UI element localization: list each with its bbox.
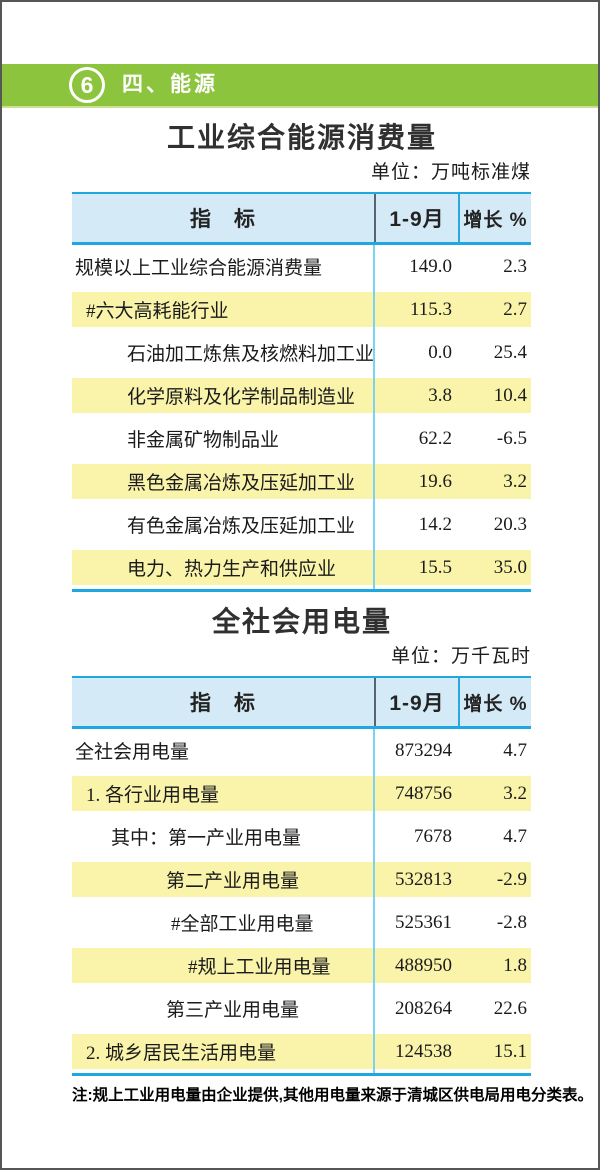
table-title: 全社会用电量 — [211, 606, 392, 637]
section-header-bar: 6 四、能源 — [2, 64, 598, 108]
table-row: 非金属矿物制品业 62.2 -6.5 — [72, 417, 531, 460]
row-growth-value: -2.8 — [496, 911, 527, 933]
row-growth-value: 4.7 — [503, 739, 527, 761]
row-period-value: 208264 — [395, 997, 452, 1019]
row-period-value: 873294 — [395, 739, 452, 761]
row-growth-value: 20.3 — [493, 513, 527, 535]
row-growth-value: -6.5 — [496, 427, 527, 449]
column-header-period: 1-9月 — [374, 678, 458, 726]
row-period-value: 0.0 — [428, 341, 452, 363]
table-row: 2. 城乡居民生活用电量 124538 15.1 — [72, 1030, 531, 1073]
page-number-badge: 6 — [69, 67, 105, 103]
row-indicator-label: 第二产业用电量 — [166, 871, 300, 892]
table-row: 化学原料及化学制品制造业 3.8 10.4 — [72, 374, 531, 417]
row-period-value: 748756 — [395, 782, 452, 804]
table-row: 电力、热力生产和供应业 15.5 35.0 — [72, 546, 531, 589]
unit-label: 单位：万千瓦时 — [390, 646, 531, 667]
table-row: 有色金属冶炼及压延加工业 14.2 20.3 — [72, 503, 531, 546]
row-indicator-label: #规上工业用电量 — [188, 957, 331, 978]
row-indicator-label: 规模以上工业综合能源消费量 — [75, 258, 323, 279]
row-growth-value: 2.3 — [503, 255, 527, 277]
row-indicator-label: 其中：第一产业用电量 — [111, 828, 302, 849]
row-growth-value: 3.2 — [503, 470, 527, 492]
row-indicator-label: #全部工业用电量 — [171, 914, 314, 935]
row-indicator-label: 化学原料及化学制品制造业 — [127, 387, 356, 408]
column-header-growth: 增长 % — [458, 678, 531, 726]
page-number: 6 — [80, 71, 94, 98]
column-header-indicator: 指 标 — [190, 692, 256, 715]
row-indicator-label: 2. 城乡居民生活用电量 — [86, 1043, 277, 1064]
row-period-value: 62.2 — [418, 427, 452, 449]
table-row: 其中：第一产业用电量 7678 4.7 — [72, 815, 531, 858]
row-period-value: 149.0 — [409, 255, 452, 277]
column-header-period: 1-9月 — [374, 194, 458, 242]
row-indicator-label: 黑色金属冶炼及压延加工业 — [127, 473, 356, 494]
table-body: 全社会用电量 873294 4.7 1. 各行业用电量 748756 3.2 其中：第一产业… — [72, 729, 531, 1073]
table-row: #规上工业用电量 488950 1.8 — [72, 944, 531, 987]
row-period-value: 115.3 — [409, 298, 452, 320]
row-indicator-label: 第三产业用电量 — [166, 1000, 300, 1021]
energy-consumption-table: 指 标 1-9月 增长 % 规模以上工业综合能源消费量 149.0 2.3 #六大高耗… — [72, 192, 531, 592]
row-growth-value: 15.1 — [493, 1040, 527, 1062]
table-header-row: 指 标 1-9月 增长 % — [72, 194, 531, 245]
footnote: 注:规上工业用电量由企业提供,其他用电量来源于清城区供电局用电分类表。 — [72, 1087, 593, 1104]
table-header-row: 指 标 1-9月 增长 % — [72, 678, 531, 729]
row-period-value: 124538 — [395, 1040, 452, 1062]
table-row: 第三产业用电量 208264 22.6 — [72, 987, 531, 1030]
column-header-indicator: 指 标 — [190, 208, 256, 231]
table-title: 工业综合能源消费量 — [166, 122, 437, 153]
table-row: 规模以上工业综合能源消费量 149.0 2.3 — [72, 245, 531, 288]
row-indicator-label: 电力、热力生产和供应业 — [127, 559, 337, 580]
row-period-value: 3.8 — [428, 384, 452, 406]
row-period-value: 488950 — [395, 954, 452, 976]
row-growth-value: -2.9 — [496, 868, 527, 890]
row-growth-value: 35.0 — [493, 556, 527, 578]
table-row: 黑色金属冶炼及压延加工业 19.6 3.2 — [72, 460, 531, 503]
table-row: #六大高耗能行业 115.3 2.7 — [72, 288, 531, 331]
row-growth-value: 1.8 — [503, 954, 527, 976]
row-indicator-label: 石油加工炼焦及核燃料加工业 — [127, 344, 375, 365]
row-period-value: 7678 — [414, 825, 452, 847]
row-period-value: 14.2 — [418, 513, 452, 535]
row-indicator-label: 有色金属冶炼及压延加工业 — [127, 516, 356, 537]
energy-consumption-section: 工业综合能源消费量 单位：万吨标准煤 指 标 1-9月 增长 % 规模以上工业综… — [2, 116, 598, 592]
table-row: 石油加工炼焦及核燃料加工业 0.0 25.4 — [72, 331, 531, 374]
row-indicator-label: 全社会用电量 — [75, 742, 190, 763]
row-indicator-label: 1. 各行业用电量 — [86, 785, 220, 806]
row-period-value: 525361 — [395, 911, 452, 933]
row-period-value: 19.6 — [418, 470, 452, 492]
row-growth-value: 3.2 — [503, 782, 527, 804]
table-row: #全部工业用电量 525361 -2.8 — [72, 901, 531, 944]
row-growth-value: 25.4 — [493, 341, 527, 363]
electricity-consumption-section: 全社会用电量 单位：万千瓦时 指 标 1-9月 增长 % 全社会用电量 87329… — [2, 600, 598, 1076]
section-title: 四、能源 — [122, 73, 218, 96]
row-period-value: 15.5 — [418, 556, 452, 578]
row-growth-value: 10.4 — [493, 384, 527, 406]
row-indicator-label: 非金属矿物制品业 — [127, 430, 280, 451]
row-growth-value: 22.6 — [493, 997, 527, 1019]
column-header-growth: 增长 % — [458, 194, 531, 242]
table-row: 1. 各行业用电量 748756 3.2 — [72, 772, 531, 815]
row-period-value: 532813 — [395, 868, 452, 890]
table-row: 全社会用电量 873294 4.7 — [72, 729, 531, 772]
row-indicator-label: #六大高耗能行业 — [86, 301, 229, 322]
electricity-consumption-table: 指 标 1-9月 增长 % 全社会用电量 873294 4.7 1. 各行业用电量 74… — [72, 676, 531, 1076]
unit-label: 单位：万吨标准煤 — [370, 162, 531, 183]
row-growth-value: 4.7 — [503, 825, 527, 847]
table-row: 第二产业用电量 532813 -2.9 — [72, 858, 531, 901]
row-growth-value: 2.7 — [503, 298, 527, 320]
table-body: 规模以上工业综合能源消费量 149.0 2.3 #六大高耗能行业 115.3 2.7 石油加… — [72, 245, 531, 589]
